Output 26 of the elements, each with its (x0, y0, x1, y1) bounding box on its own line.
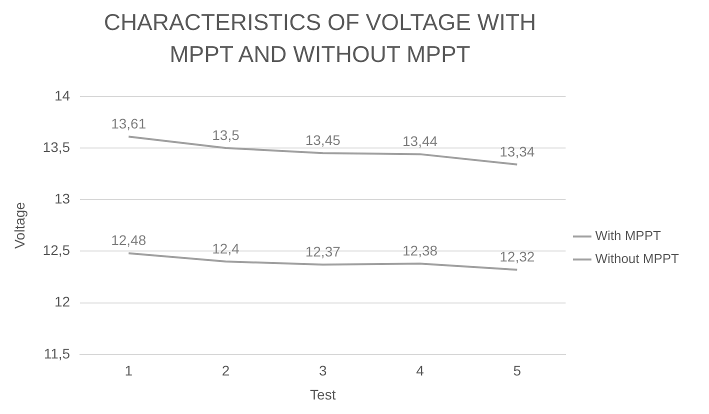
data-label: 12,4 (212, 240, 240, 256)
y-axis-title: Voltage (11, 202, 28, 249)
data-label: 13,44 (402, 133, 438, 150)
legend-label: With MPPT (595, 228, 661, 244)
x-tick-label: 2 (222, 362, 230, 379)
data-label: 12,48 (111, 232, 146, 248)
y-tick-label: 12 (54, 294, 70, 310)
data-label: 12,32 (500, 248, 535, 265)
data-label: 13,34 (500, 143, 535, 160)
data-label: 13,5 (212, 126, 240, 143)
data-label: 12,38 (402, 242, 438, 258)
data-label: 13,45 (305, 132, 341, 148)
data-label: 12,37 (305, 243, 341, 260)
y-tick-label: 11,5 (44, 345, 70, 362)
x-tick-label: 4 (416, 362, 424, 379)
data-label: 13,61 (111, 116, 146, 132)
x-axis-title: Test (310, 386, 336, 402)
x-tick-label: 1 (124, 362, 133, 379)
x-tick-label: 3 (318, 362, 327, 379)
x-tick-label: 5 (513, 362, 522, 379)
y-tick-label: 13 (54, 190, 70, 206)
legend-label: Without MPPT (595, 251, 680, 266)
chart-title: CHARACTERISTICS OF VOLTAGE WITH MPPT AND WITHOUT MPPT (102, 8, 538, 69)
y-tick-label: 12,5 (42, 242, 70, 258)
y-tick-label: 13,5 (42, 138, 70, 155)
y-tick-label: 14 (54, 87, 70, 104)
